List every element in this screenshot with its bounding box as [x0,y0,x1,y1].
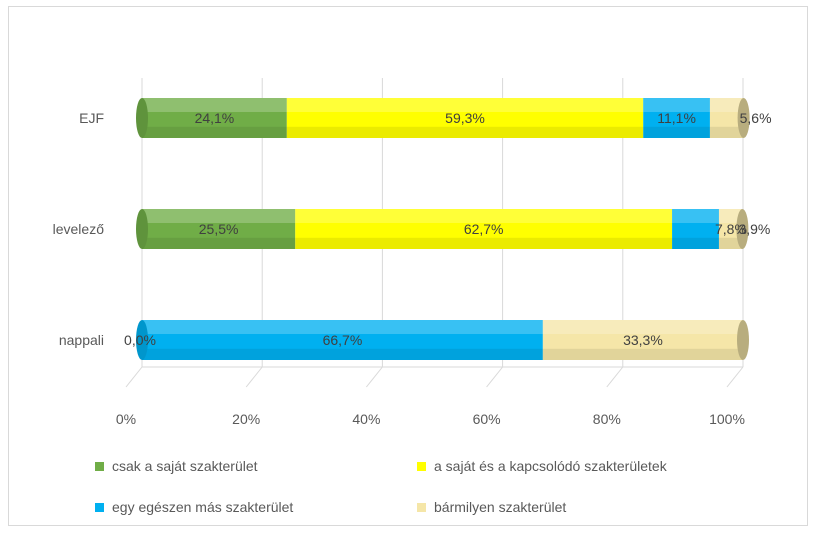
legend-swatch-0 [95,461,104,471]
x-tick-label-0: 0% [116,411,136,427]
bar-highlight-1-1 [295,209,673,223]
legend-swatch-3 [417,502,426,512]
legend-item-3: bármilyen szakterület [417,499,566,515]
bar-highlight-2-3 [542,320,743,334]
bar-highlight-0-2 [643,98,710,112]
bar-cap-left-2 [136,320,148,360]
gridline-floor-1 [245,366,263,388]
category-label-1: levelező [53,221,105,237]
bar-0-1 [286,98,644,138]
data-label-1-0: 25,5% [199,221,239,237]
bar-highlight-0-0 [142,98,287,112]
bar-0-0 [142,98,287,138]
bar-highlight-1-3 [718,209,743,223]
bar-shade-0-3 [709,126,744,138]
bar-cap-left-1 [136,209,148,249]
legend-label-3: bármilyen szakterület [434,499,567,515]
bar-shade-1-1 [295,237,673,249]
bar-cap-right-2 [737,320,749,360]
legend-item-0: csak a saját szakterület [95,458,258,474]
legend-item-2: egy egészen más szakterület [95,499,293,515]
data-label-1-1: 62,7% [464,221,504,237]
legend-swatch-2 [95,502,104,512]
bar-0-2 [643,98,710,138]
x-tick-label-4: 80% [593,411,621,427]
data-label-1-3: 3,9% [738,221,770,237]
bar-2-2 [142,320,543,360]
bar-highlight-2-2 [142,320,543,334]
bar-highlight-0-3 [709,98,744,112]
data-label-2-2: 66,7% [323,332,363,348]
chart-frame [8,6,808,526]
x-tick-label-2: 40% [352,411,380,427]
bar-shade-2-2 [142,348,543,360]
legend-swatch-1 [417,461,426,471]
bar-cap-left-0 [136,98,148,138]
bar-cap-right-1 [736,209,749,249]
legend-label-2: egy egészen más szakterület [112,499,294,515]
data-label-2-3: 33,3% [623,332,663,348]
bar-shade-0-1 [286,126,644,138]
x-tick-label-1: 20% [232,411,260,427]
data-label-1-2: 7,8% [715,221,747,237]
legend-label-0: csak a saját szakterület [112,458,258,474]
bar-shade-1-0 [142,237,296,249]
bar-shade-1-2 [672,237,719,249]
data-label-2-0: 0,0% [124,332,156,348]
bar-2-3 [542,320,743,360]
gridline-floor-4 [606,366,624,388]
data-label-0-2: 11,1% [657,110,696,126]
bar-highlight-1-0 [142,209,296,223]
bar-1-1 [295,209,673,249]
x-tick-label-3: 60% [473,411,501,427]
data-label-0-0: 24,1% [195,110,235,126]
bar-1-2 [672,209,719,249]
gridline-floor-0 [125,366,143,388]
bar-1-3 [718,209,743,249]
legend: csak a saját szakterület a saját és a ka… [95,452,795,522]
bar-cap-right-0 [737,98,750,138]
data-label-0-3: 5,6% [740,110,772,126]
bar-shade-0-0 [142,126,287,138]
legend-label-1: a saját és a kapcsolódó szakterületek [434,458,667,474]
x-tick-label-5: 100% [709,411,745,427]
bar-highlight-0-1 [286,98,644,112]
gridline-floor-2 [366,366,383,388]
bar-shade-0-2 [643,126,710,138]
bar-1-0 [142,209,296,249]
bar-shade-1-3 [718,237,743,249]
category-label-0: EJF [79,110,104,126]
category-label-2: nappali [59,332,104,348]
legend-item-1: a saját és a kapcsolódó szakterületek [417,458,667,474]
gridline-floor-5 [726,366,744,388]
data-label-0-1: 59,3% [445,110,485,126]
bar-shade-2-3 [542,348,743,360]
bar-highlight-1-2 [672,209,719,223]
gridline-floor-3 [486,366,503,388]
